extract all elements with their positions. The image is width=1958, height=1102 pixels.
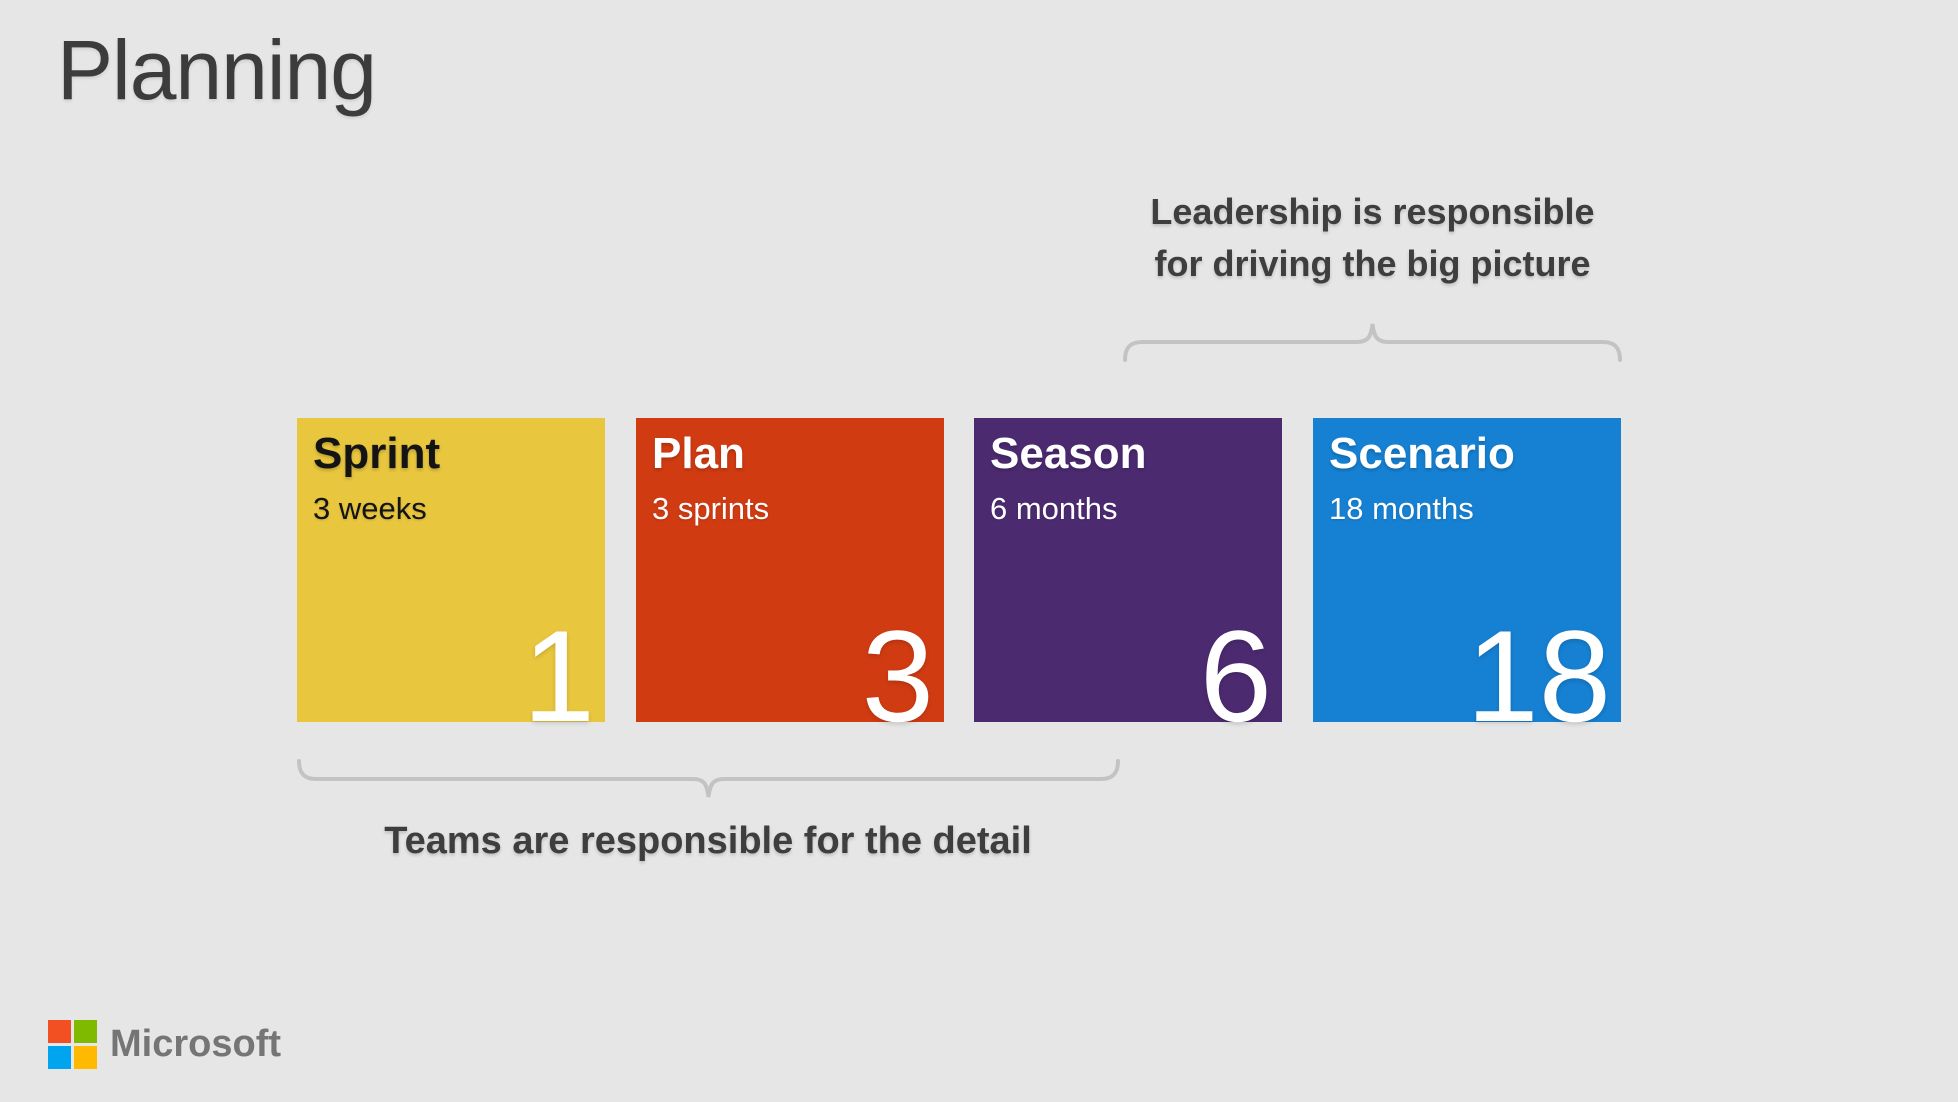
logo-square-blue <box>48 1046 71 1069</box>
microsoft-logo: Microsoft <box>48 1020 281 1069</box>
card-scenario-label: Scenario <box>1329 429 1515 478</box>
card-season-duration: 6 months <box>990 491 1118 526</box>
leadership-caption-line1: Leadership is responsible <box>1150 191 1595 232</box>
microsoft-logo-icon <box>48 1020 97 1069</box>
teams-caption: Teams are responsible for the detail <box>384 820 1032 862</box>
card-plan-number: 3 <box>861 603 934 749</box>
bottom-brace-path <box>297 759 1120 798</box>
card-season-label: Season <box>990 429 1147 478</box>
logo-square-yellow <box>74 1046 97 1069</box>
bottom-brace <box>297 759 1120 798</box>
card-plan-duration: 3 sprints <box>652 491 770 526</box>
logo-square-green <box>74 1020 97 1043</box>
card-season: Season 6 months 6 <box>974 418 1282 741</box>
leadership-caption-line2: for driving the big picture <box>1154 243 1591 284</box>
card-sprint-duration: 3 weeks <box>313 491 427 526</box>
card-scenario: Scenario 18 months 18 <box>1313 418 1621 741</box>
card-plan: Plan 3 sprints 3 <box>636 418 944 741</box>
card-sprint-number: 1 <box>522 603 595 749</box>
microsoft-wordmark: Microsoft <box>110 1023 281 1065</box>
logo-square-red <box>48 1020 71 1043</box>
card-scenario-number: 18 <box>1466 603 1611 749</box>
card-season-number: 6 <box>1199 603 1272 749</box>
top-brace-path <box>1123 323 1622 362</box>
card-sprint-label: Sprint <box>313 429 441 478</box>
slide-title: Planning <box>57 23 377 117</box>
top-brace <box>1123 323 1622 362</box>
card-plan-label: Plan <box>652 429 745 478</box>
leadership-caption: Leadership is responsible for driving th… <box>1040 186 1705 290</box>
card-scenario-duration: 18 months <box>1329 491 1474 526</box>
card-sprint: Sprint 3 weeks 1 <box>297 418 605 741</box>
